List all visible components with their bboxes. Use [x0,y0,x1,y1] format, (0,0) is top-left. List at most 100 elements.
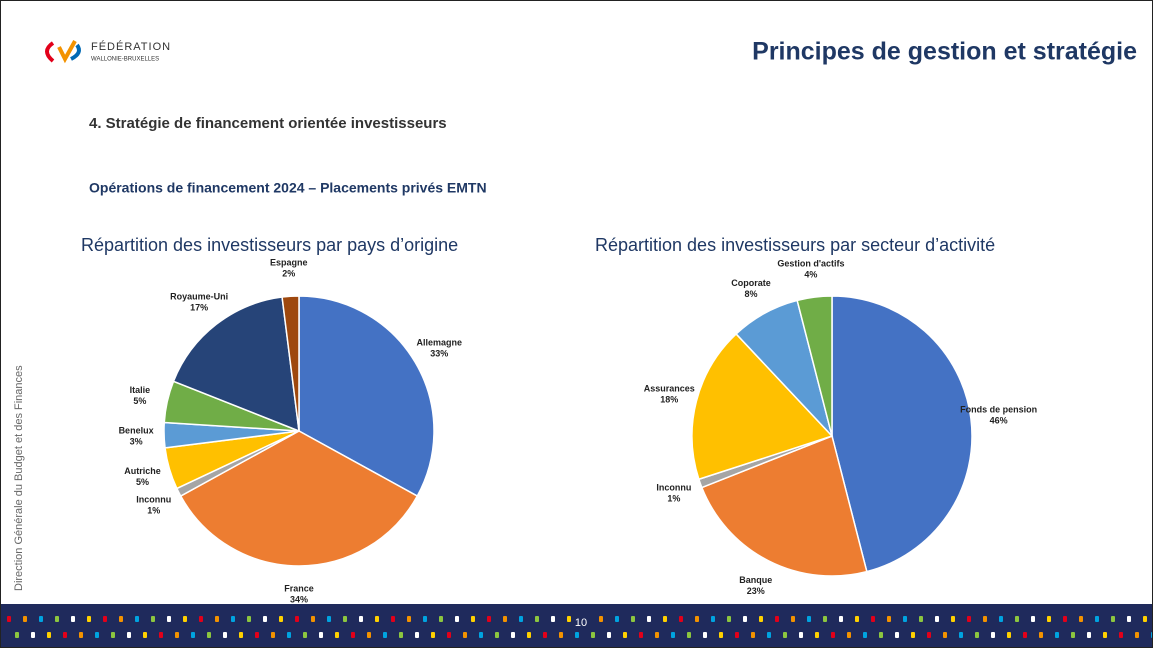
pattern-glyph [1087,632,1091,638]
pattern-glyph [7,616,11,622]
chart-title: Répartition des investisseurs par secteu… [595,235,995,255]
pattern-glyph [999,616,1003,622]
pattern-glyph [71,616,75,622]
pattern-glyph [255,632,259,638]
pattern-glyph [703,632,707,638]
pattern-glyph [239,632,243,638]
pattern-glyph [55,616,59,622]
footer-band [1,604,1152,647]
logo-text: WALLONIE-BRUXELLES [91,57,159,63]
slice-label: Assurances [644,384,695,394]
pattern-glyph [783,632,787,638]
slice-label: Coporate [731,278,771,288]
pattern-glyph [639,632,643,638]
pattern-glyph [407,616,411,622]
footer-pattern [7,616,1152,638]
pattern-glyph [975,632,979,638]
pattern-glyph [367,632,371,638]
pattern-glyph [1111,616,1115,622]
slice-value: 8% [745,289,758,299]
pattern-glyph [607,632,611,638]
pie-slice [831,295,973,573]
pattern-glyph [711,616,715,622]
pattern-glyph [1055,632,1059,638]
pattern-glyph [735,632,739,638]
pattern-glyph [775,616,779,622]
pattern-glyph [167,616,171,622]
slice-label: Espagne [270,258,308,268]
sidebar-text: Direction Générale du Budget et des Fina… [13,365,25,591]
pattern-glyph [1071,632,1075,638]
pattern-glyph [743,616,747,622]
pattern-glyph [791,616,795,622]
pie-slice [281,295,300,432]
pattern-glyph [1039,632,1043,638]
pattern-glyph [767,632,771,638]
slice-label: Royaume-Uni [170,292,228,302]
pattern-glyph [551,616,555,622]
slide-title: Principes de gestion et stratégie [752,38,1137,66]
pattern-glyph [687,632,691,638]
pattern-glyph [439,616,443,622]
pattern-glyph [655,632,659,638]
pattern-glyph [951,616,955,622]
pattern-glyph [543,632,547,638]
slice-value: 5% [133,396,146,406]
pattern-glyph [911,632,915,638]
slice-label: Italie [130,385,151,395]
pattern-glyph [591,632,595,638]
pattern-glyph [343,616,347,622]
pattern-glyph [423,616,427,622]
slice-value: 46% [990,415,1008,425]
slice-label: Gestion d'actifs [777,259,844,269]
subsection-title: Opérations de financement 2024 – Placeme… [89,180,487,196]
pattern-glyph [623,632,627,638]
logo-mark [70,43,81,61]
pattern-glyph [463,632,467,638]
slice-label: Inconnu [136,494,171,504]
pattern-glyph [455,616,459,622]
pattern-glyph [831,632,835,638]
pattern-glyph [535,616,539,622]
slice-value: 34% [290,594,308,604]
pattern-glyph [479,632,483,638]
pattern-glyph [215,616,219,622]
pattern-glyph [967,616,971,622]
pattern-glyph [1103,632,1107,638]
pattern-glyph [431,632,435,638]
pattern-glyph [335,632,339,638]
pie-slice [691,332,834,481]
pattern-glyph [983,616,987,622]
pattern-glyph [991,632,995,638]
pattern-glyph [1063,616,1067,622]
slice-value: 5% [136,477,149,487]
pattern-glyph [959,632,963,638]
pattern-glyph [671,632,675,638]
pattern-glyph [1047,616,1051,622]
pattern-glyph [319,632,323,638]
pattern-glyph [719,632,723,638]
pattern-glyph [503,616,507,622]
slice-value: 1% [667,493,680,503]
pattern-glyph [807,616,811,622]
pattern-glyph [559,632,563,638]
slice-value: 33% [430,348,448,358]
pattern-glyph [231,616,235,622]
pattern-glyph [327,616,331,622]
pattern-glyph [199,616,203,622]
pattern-glyph [1143,616,1147,622]
pattern-glyph [751,632,755,638]
pattern-glyph [855,616,859,622]
pattern-glyph [695,616,699,622]
slice-value: 2% [282,269,295,279]
pattern-glyph [919,616,923,622]
slice-label: Fonds de pension [960,404,1037,414]
pattern-glyph [1095,616,1099,622]
logo-mark [45,41,55,63]
pattern-glyph [1127,616,1131,622]
pattern-glyph [879,632,883,638]
pattern-glyph [15,632,19,638]
pie-slice [298,295,435,498]
